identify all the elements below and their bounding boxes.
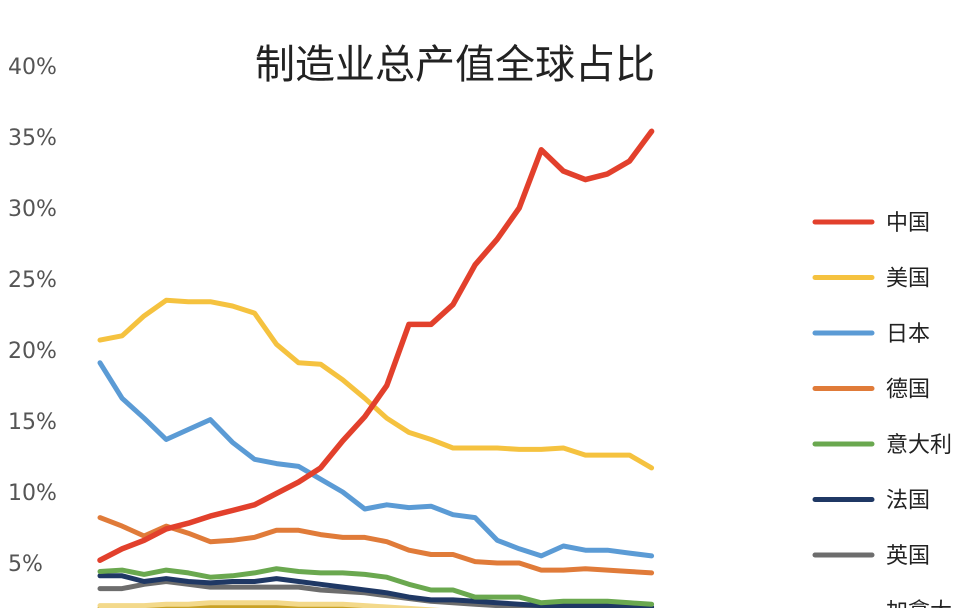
legend-label: 中国 — [886, 211, 930, 236]
legend-label: 加拿大 — [886, 599, 952, 608]
series-line-1 — [97, 128, 655, 563]
legend-item: 日本 — [812, 322, 930, 347]
legend: 中国美国日本德国意大利法国英国加拿大 — [812, 211, 952, 608]
series-line-7 — [97, 579, 654, 608]
series-line-4 — [97, 515, 655, 576]
legend-label: 法国 — [886, 489, 930, 514]
legend-item: 中国 — [812, 211, 930, 236]
legend-label: 英国 — [886, 544, 930, 569]
series-line-3 — [97, 360, 655, 559]
y-tick-label: 5% — [8, 552, 43, 577]
legend-label: 意大利 — [886, 433, 952, 458]
y-tick-label: 15% — [8, 410, 57, 435]
legend-label: 日本 — [886, 322, 930, 347]
legend-label: 美国 — [886, 267, 930, 292]
y-tick-label: 30% — [8, 197, 57, 222]
legend-item: 加拿大 — [886, 599, 952, 608]
series-line-8 — [97, 600, 441, 608]
y-tick-label: 20% — [8, 339, 57, 364]
y-tick-label: 35% — [8, 126, 57, 151]
series-line-6 — [97, 573, 655, 608]
legend-item: 英国 — [812, 544, 930, 569]
series-line-5 — [97, 566, 655, 607]
legend-label: 德国 — [886, 378, 930, 403]
legend-item: 德国 — [812, 378, 930, 403]
legend-item: 法国 — [812, 489, 930, 514]
chart-title: 制造业总产值全球占比 — [255, 42, 655, 88]
y-tick-label: 10% — [8, 481, 57, 506]
y-tick-label: 25% — [8, 268, 57, 293]
plot-area — [97, 128, 655, 608]
legend-item: 意大利 — [812, 433, 952, 458]
series-line-2 — [97, 297, 655, 471]
y-axis: 5% 10% 15% 20% 25% 30% 35% 40% — [8, 55, 57, 577]
legend-item: 美国 — [812, 267, 930, 292]
y-tick-label: 40% — [8, 55, 57, 80]
